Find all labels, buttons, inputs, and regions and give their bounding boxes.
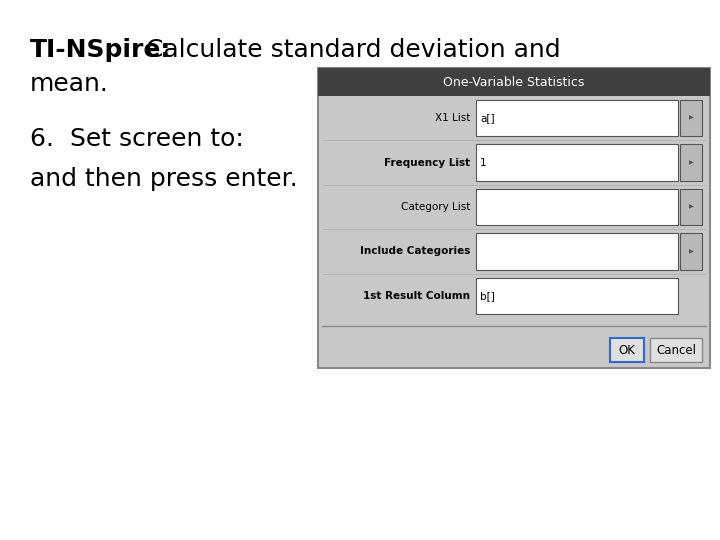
Bar <box>476 278 678 314</box>
Bar <box>680 233 702 269</box>
Text: Category List: Category List <box>400 202 470 212</box>
Text: X1 List: X1 List <box>435 113 470 123</box>
Bar <box>476 144 678 181</box>
Bar <box>318 68 710 368</box>
Text: Include Categories: Include Categories <box>359 246 470 256</box>
Text: ▶: ▶ <box>688 160 693 165</box>
Text: 1: 1 <box>480 158 487 167</box>
Text: ▶: ▶ <box>688 249 693 254</box>
Bar <box>476 233 678 269</box>
Bar <box>610 338 644 362</box>
Text: OK: OK <box>618 343 636 356</box>
Bar <box>650 338 702 362</box>
Bar <box>318 68 710 96</box>
Text: Frequency List: Frequency List <box>384 158 470 167</box>
Text: 6.  Set screen to:: 6. Set screen to: <box>30 127 244 151</box>
Text: mean.: mean. <box>30 72 109 96</box>
Bar <box>680 189 702 225</box>
Text: TI-NSpire:: TI-NSpire: <box>30 38 171 62</box>
Text: One-Variable Statistics: One-Variable Statistics <box>444 76 585 89</box>
Text: a[]: a[] <box>480 113 495 123</box>
Text: and then press enter.: and then press enter. <box>30 167 298 191</box>
Bar <box>680 144 702 181</box>
Text: ▶: ▶ <box>688 116 693 121</box>
Text: Calculate standard deviation and: Calculate standard deviation and <box>138 38 561 62</box>
Bar <box>476 189 678 225</box>
Bar <box>680 100 702 137</box>
Text: ▶: ▶ <box>688 205 693 210</box>
Bar <box>476 100 678 137</box>
Text: b[]: b[] <box>480 291 495 301</box>
Text: 1st Result Column: 1st Result Column <box>363 291 470 301</box>
Text: Cancel: Cancel <box>656 343 696 356</box>
